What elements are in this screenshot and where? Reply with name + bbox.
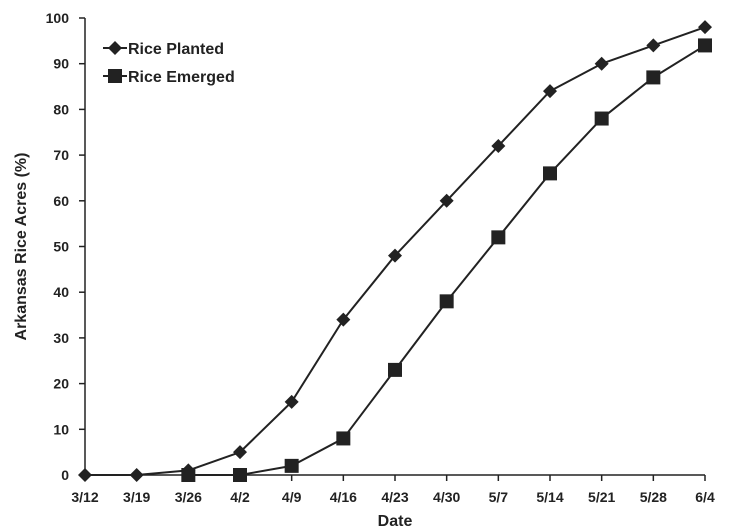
x-tick-label: 4/30 — [433, 489, 460, 505]
data-point-rice-emerged — [543, 166, 557, 181]
x-tick-label: 4/16 — [330, 489, 357, 505]
data-point-rice-planted — [233, 445, 247, 460]
x-tick-label: 4/2 — [230, 489, 250, 505]
data-point-rice-planted — [78, 468, 92, 482]
data-point-rice-planted — [543, 84, 557, 99]
data-point-rice-emerged — [646, 70, 661, 85]
x-tick-label: 5/7 — [489, 489, 509, 505]
legend-item-rice-emerged: Rice Emerged — [103, 69, 235, 86]
y-tick-label: 50 — [53, 239, 69, 255]
data-point-rice-emerged — [336, 431, 351, 446]
x-axis-title: Date — [378, 513, 413, 530]
data-point-rice-emerged — [698, 38, 712, 53]
data-point-rice-planted — [284, 394, 299, 409]
y-tick-label: 70 — [53, 147, 69, 163]
data-point-rice-planted — [388, 248, 402, 263]
y-tick-label: 30 — [53, 330, 69, 346]
y-tick-label: 100 — [46, 10, 70, 26]
data-point-rice-emerged — [439, 294, 454, 309]
data-point-rice-planted — [439, 193, 454, 208]
legend-marker-rice-planted — [108, 41, 122, 55]
y-axis-title: Arkansas Rice Acres (%) — [13, 153, 30, 341]
x-tick-label: 5/14 — [536, 489, 563, 505]
legend-item-rice-planted: Rice Planted — [103, 41, 224, 58]
series-group — [78, 20, 712, 482]
tick-labels: 0 10 20 30 40 50 60 70 80 90 100 3/12 3/19 3/26 4/2 4/9… — [46, 10, 715, 505]
y-tick-label: 0 — [61, 467, 69, 483]
x-tick-label: 6/4 — [695, 489, 715, 505]
x-tick-label: 4/9 — [282, 489, 302, 505]
data-point-rice-emerged — [388, 362, 402, 377]
legend-marker-rice-emerged — [108, 69, 122, 83]
legend-label-rice-planted: Rice Planted — [128, 41, 224, 58]
y-tick-label: 10 — [53, 421, 69, 437]
data-point-rice-emerged — [491, 230, 506, 245]
x-tick-label: 3/19 — [123, 489, 150, 505]
y-tick-label: 80 — [53, 101, 69, 117]
data-point-rice-emerged — [181, 468, 196, 482]
x-tick-label: 4/23 — [381, 489, 408, 505]
data-point-rice-emerged — [284, 458, 299, 473]
series-rice-planted — [78, 20, 712, 482]
y-tick-label: 60 — [53, 193, 69, 209]
series-rice-emerged — [181, 38, 712, 482]
data-point-rice-planted — [129, 468, 144, 482]
y-tick-label: 90 — [53, 56, 69, 72]
data-point-rice-planted — [698, 20, 712, 35]
y-tick-label: 40 — [53, 284, 69, 300]
legend-label-rice-emerged: Rice Emerged — [128, 69, 235, 86]
series-line-rice-emerged — [188, 44, 706, 476]
data-point-rice-planted — [336, 312, 351, 327]
data-point-rice-planted — [491, 138, 506, 153]
axes — [79, 17, 706, 481]
y-tick-label: 20 — [53, 376, 69, 392]
data-point-rice-planted — [646, 38, 661, 53]
data-point-rice-emerged — [594, 111, 609, 126]
x-tick-label: 5/28 — [640, 489, 667, 505]
x-tick-label: 3/26 — [175, 489, 202, 505]
data-point-rice-planted — [594, 56, 609, 71]
legend: Rice Planted Rice Emerged — [103, 41, 235, 86]
x-tick-label: 3/12 — [71, 489, 98, 505]
data-point-rice-emerged — [233, 468, 247, 482]
x-tick-label: 5/21 — [588, 489, 615, 505]
